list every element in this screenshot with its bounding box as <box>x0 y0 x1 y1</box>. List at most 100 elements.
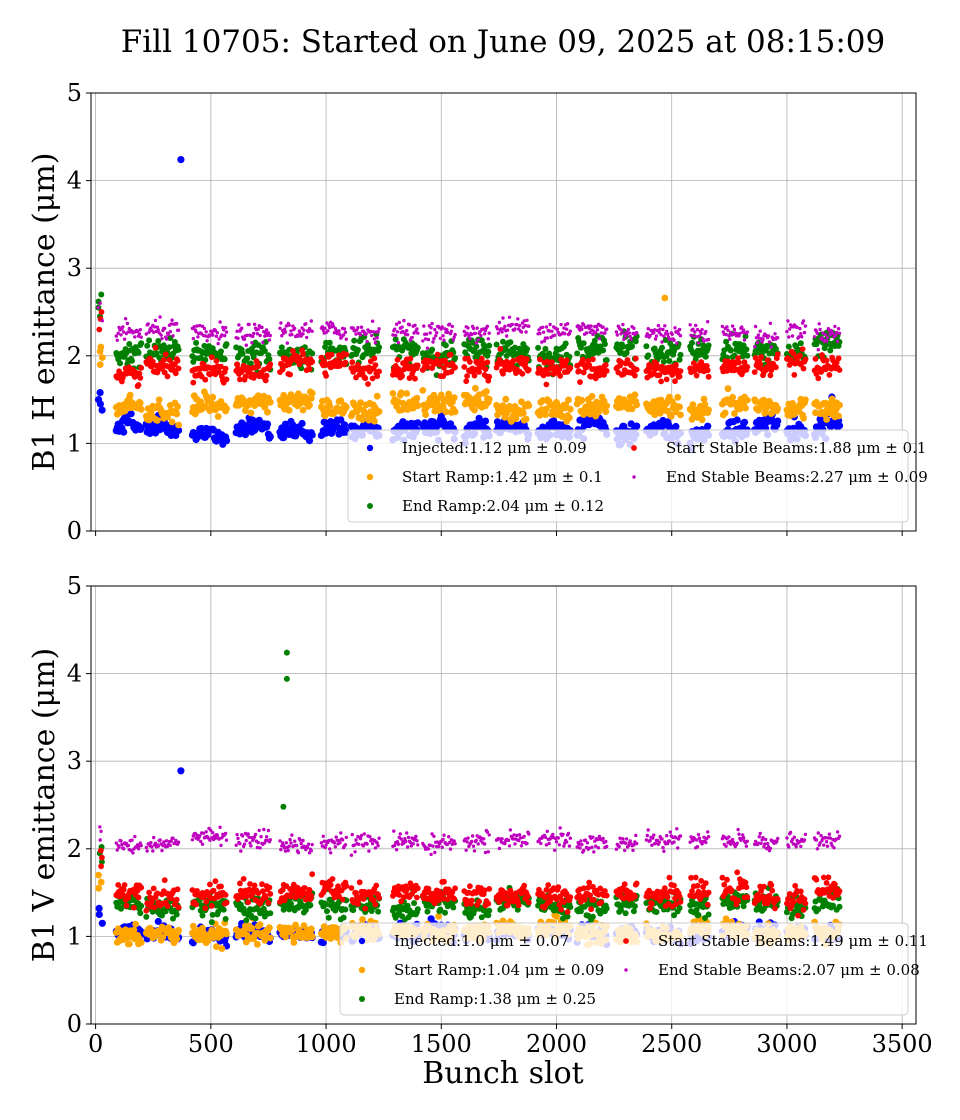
data-point-start-stable-beams <box>234 361 241 368</box>
data-point-start-stable-beams <box>519 370 526 377</box>
data-point-end-stable-beams <box>835 339 840 344</box>
data-point-end-stable-beams <box>242 337 247 341</box>
data-point-start-ramp <box>403 390 411 397</box>
data-point-start-stable-beams <box>447 351 454 358</box>
data-point-end-stable-beams <box>800 335 804 339</box>
data-point-end-ramp <box>175 346 182 353</box>
data-point-start-stable-beams <box>471 372 478 379</box>
data-point-end-stable-beams <box>169 322 173 326</box>
data-point-end-stable-beams <box>421 339 425 343</box>
data-point-end-stable-beams <box>342 327 347 331</box>
data-point-end-stable-beams <box>191 336 195 341</box>
data-point-injected <box>427 915 435 923</box>
data-point-end-stable-beams <box>435 331 439 335</box>
data-point-end-ramp <box>414 906 421 913</box>
data-point-end-stable-beams <box>619 332 623 336</box>
data-point-start-stable-beams <box>677 368 684 374</box>
data-point-start-ramp <box>209 393 217 401</box>
data-point-end-stable-beams <box>149 326 153 330</box>
data-point-end-stable-beams <box>196 335 200 339</box>
data-point-end-stable-beams <box>252 322 257 326</box>
data-point-start-ramp <box>137 939 145 946</box>
data-point-start-ramp <box>512 415 520 422</box>
data-point-start-stable-beams <box>618 359 624 365</box>
data-point-start-ramp <box>836 401 843 409</box>
data-point-end-ramp <box>659 344 665 351</box>
data-point-start-stable-beams <box>369 375 376 382</box>
data-point-end-stable-beams <box>222 328 226 332</box>
data-point-end-ramp <box>262 339 269 345</box>
data-point-end-stable-beams <box>429 326 433 330</box>
data-point-end-ramp <box>267 910 274 917</box>
data-point-end-stable-beams <box>244 343 248 347</box>
data-point-end-stable-beams <box>815 331 820 336</box>
data-point-end-stable-beams <box>702 339 706 343</box>
data-point-start-stable-beams <box>826 372 833 378</box>
data-point-start-ramp <box>743 396 751 404</box>
data-point-end-stable-beams <box>310 329 314 333</box>
data-point-end-ramp <box>220 906 227 913</box>
data-point-start-ramp <box>542 411 549 418</box>
data-point-end-ramp <box>507 339 514 346</box>
data-point-end-ramp <box>591 337 598 344</box>
data-point-end-stable-beams <box>264 331 268 335</box>
data-point-end-stable-beams <box>279 321 283 325</box>
data-point-end-ramp <box>742 333 749 340</box>
data-point-start-ramp <box>223 405 230 413</box>
data-point-end-stable-beams <box>453 332 457 337</box>
data-point-end-stable-beams <box>467 334 471 338</box>
data-point-start-stable-beams <box>251 371 258 378</box>
data-point-end-stable-beams <box>499 327 503 331</box>
data-point-end-stable-beams <box>332 331 337 335</box>
data-point-start-stable-beams <box>464 373 470 379</box>
data-point-injected <box>672 422 680 431</box>
data-point-end-stable-beams <box>761 337 765 342</box>
data-point-start-ramp <box>308 389 316 397</box>
data-point-end-ramp <box>244 355 251 362</box>
data-point-start-ramp <box>337 397 345 405</box>
data-point-end-stable-beams <box>801 319 806 323</box>
data-point-end-stable-beams <box>563 332 567 336</box>
data-point-end-stable-beams <box>833 324 837 329</box>
y-tick-label: 2 <box>67 342 82 370</box>
legend-label-start-stable-beams: Start Stable Beams:1.88 μm ± 0.1 <box>666 439 926 457</box>
data-point-start-stable-beams <box>267 361 274 368</box>
data-point-end-stable-beams <box>365 339 369 344</box>
data-point-end-ramp <box>365 341 371 348</box>
data-point-end-stable-beams <box>125 321 130 326</box>
data-point-start-stable-beams <box>549 359 555 365</box>
data-point-start-stable-beams <box>802 356 809 363</box>
data-point-start-stable-beams <box>279 366 286 373</box>
data-point-end-stable-beams <box>433 327 437 332</box>
data-point-end-stable-beams <box>786 319 790 323</box>
data-point-start-stable-beams <box>138 365 145 371</box>
data-point-injected <box>222 437 231 445</box>
data-point-start-stable-beams <box>556 366 563 373</box>
data-point-end-stable-beams <box>519 330 524 334</box>
data-point-start-stable-beams <box>96 326 103 333</box>
data-point-end-ramp <box>239 350 246 357</box>
data-point-end-stable-beams <box>431 340 435 344</box>
data-point-end-ramp <box>619 343 626 350</box>
data-point-end-ramp <box>155 338 162 344</box>
data-point-injected <box>127 410 135 418</box>
data-point-end-stable-beams <box>425 346 430 350</box>
data-point-start-stable-beams <box>632 372 638 379</box>
data-point-end-stable-beams <box>341 333 346 337</box>
data-point-end-stable-beams <box>375 336 379 340</box>
data-point-end-stable-beams <box>706 320 710 324</box>
data-point-start-stable-beams <box>202 376 209 383</box>
data-point-start-ramp <box>565 396 572 404</box>
data-point-end-ramp <box>309 350 316 357</box>
y-tick-label: 4 <box>67 167 82 195</box>
data-point-start-stable-beams <box>736 359 742 366</box>
data-point-end-ramp <box>632 338 639 345</box>
data-point-start-stable-beams <box>164 373 171 380</box>
data-point-start-ramp <box>174 403 182 410</box>
data-point-end-stable-beams <box>660 340 664 344</box>
data-point-end-stable-beams <box>559 322 563 327</box>
legend-label-end-ramp: End Ramp:2.04 μm ± 0.12 <box>402 497 604 515</box>
y-axis-label: B1 H emittance (μm) <box>27 153 62 472</box>
data-point-end-stable-beams <box>344 337 348 341</box>
data-point-end-ramp <box>215 908 222 915</box>
